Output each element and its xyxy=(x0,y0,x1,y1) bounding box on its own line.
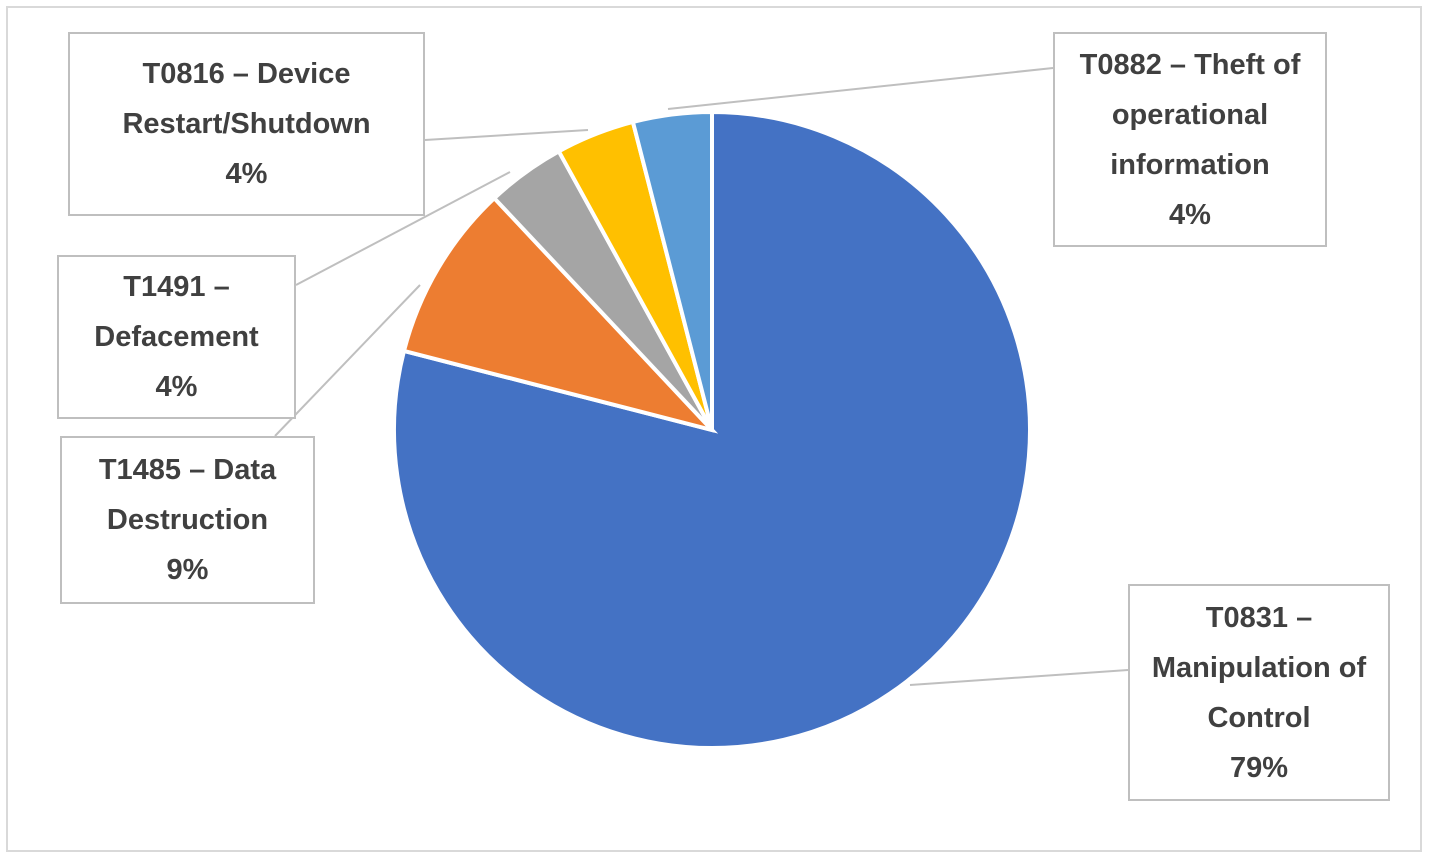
leader-line xyxy=(295,171,511,286)
pie-slice xyxy=(401,195,719,434)
value-label: 9% xyxy=(166,554,209,586)
leader-line xyxy=(667,67,1054,110)
data-label: T0831 – Manipulation of Control 79% xyxy=(1128,584,1390,801)
leader-line xyxy=(909,669,1129,686)
pie-slice xyxy=(630,109,714,431)
data-label: T1485 – Data Destruction 9% xyxy=(60,436,315,604)
category-label: T1491 – Defacement xyxy=(94,271,259,353)
value-label: 79% xyxy=(1229,751,1289,784)
data-label: T0882 – Theft of operational information… xyxy=(1053,32,1327,247)
leader-line xyxy=(274,284,421,437)
value-label: 4% xyxy=(1169,198,1211,231)
category-label: T1485 – Data Destruction xyxy=(98,454,277,536)
value-label: 4% xyxy=(225,158,268,190)
category-label: T0831 – Manipulation of Control xyxy=(1151,601,1367,734)
data-label: T1491 – Defacement 4% xyxy=(57,255,296,419)
category-label: T0882 – Theft of operational information xyxy=(1079,48,1301,181)
chart-border xyxy=(6,6,1422,852)
data-label: T0816 – Device Restart/Shutdown 4% xyxy=(68,32,425,216)
value-label: 4% xyxy=(155,371,198,403)
leader-lines xyxy=(274,67,1129,686)
category-label: T0816 – Device Restart/Shutdown xyxy=(122,58,371,140)
leader-line xyxy=(424,129,589,141)
